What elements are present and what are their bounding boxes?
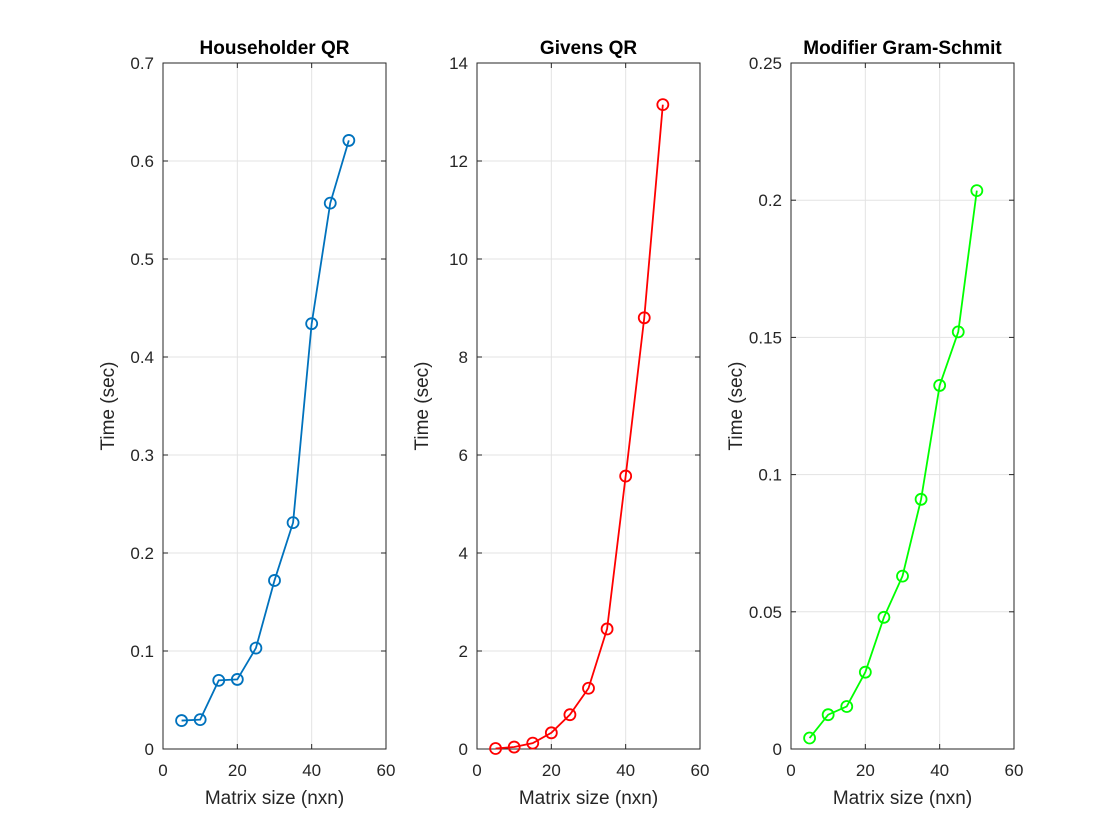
data-point — [637, 311, 651, 325]
y-tick-label: 0.2 — [758, 191, 782, 210]
y-tick-label: 0.05 — [749, 603, 782, 622]
data-point — [305, 317, 319, 331]
x-axis-label: Matrix size (nxn) — [205, 788, 344, 809]
chart-title: Householder QR — [200, 38, 350, 59]
x-axis-label: Matrix size (nxn) — [519, 788, 658, 809]
data-point — [858, 665, 872, 679]
data-point — [286, 516, 300, 530]
y-tick-label: 0 — [459, 740, 468, 759]
x-tick-label: 40 — [930, 761, 949, 780]
y-tick-label: 10 — [449, 250, 468, 269]
x-tick-label: 40 — [302, 761, 321, 780]
data-point — [970, 184, 984, 197]
data-point — [951, 325, 965, 339]
data-point — [489, 742, 502, 755]
data-point — [840, 700, 854, 713]
axes-frame — [162, 62, 387, 750]
y-tick-label: 0.5 — [130, 250, 154, 269]
data-point — [175, 714, 188, 727]
data-point — [933, 379, 947, 392]
data-point — [212, 674, 226, 687]
data-point — [600, 622, 614, 636]
chart-panel-1: 0 20 40 60 0 0.1 0.2 0.3 0.4 0.5 0.6 0.7 Householder… — [98, 38, 395, 809]
y-tick-label: 4 — [459, 544, 468, 563]
x-tick-label: 20 — [542, 761, 561, 780]
axes-frame — [476, 62, 701, 750]
data-point — [342, 134, 356, 147]
data-point — [544, 726, 558, 740]
x-tick-label: 0 — [158, 761, 167, 780]
chart-panel-3: 0 20 40 60 0 0.05 0.1 0.15 0.2 0.25 Modifier Gram-… — [726, 38, 1023, 809]
chart-title: Modifier Gram-Schmit — [803, 38, 1002, 59]
series-line — [181, 140, 350, 722]
data-point — [249, 641, 263, 655]
series-line — [808, 190, 978, 739]
y-tick-label: 0.7 — [130, 54, 154, 73]
x-tick-label: 0 — [786, 761, 795, 780]
y-tick-label: 6 — [459, 446, 468, 465]
data-point — [877, 610, 891, 624]
y-tick-label: 0.15 — [749, 328, 782, 347]
y-axis-label: Time (sec) — [412, 361, 433, 450]
x-tick-label: 20 — [856, 761, 875, 780]
x-tick-label: 0 — [472, 761, 481, 780]
data-point — [323, 196, 337, 210]
y-tick-label: 0.2 — [130, 544, 154, 563]
chart-panel-2: 0 20 40 60 0 2 4 6 8 10 12 14 Givens QR Matrix size (… — [412, 38, 709, 809]
data-point — [582, 681, 595, 695]
x-axis-label: Matrix size (nxn) — [833, 788, 972, 809]
y-tick-label: 0.25 — [749, 54, 782, 73]
x-tick-label: 60 — [691, 761, 710, 780]
y-tick-label: 0 — [773, 740, 782, 759]
data-point — [268, 574, 281, 587]
y-tick-label: 0 — [145, 740, 154, 759]
y-axis-label: Time (sec) — [726, 361, 747, 450]
x-tick-label: 60 — [1005, 761, 1024, 780]
axes-frame — [790, 62, 1015, 750]
y-tick-label: 14 — [449, 54, 468, 73]
data-point — [193, 713, 207, 726]
y-tick-label: 0.3 — [130, 446, 154, 465]
x-tick-label: 40 — [616, 761, 635, 780]
data-point — [896, 569, 909, 583]
data-point — [526, 736, 540, 750]
data-point — [507, 740, 521, 754]
series-line — [495, 104, 664, 750]
y-axis-label: Time (sec) — [98, 361, 119, 450]
data-point — [619, 469, 633, 483]
y-tick-label: 0.1 — [758, 466, 782, 485]
y-tick-label: 12 — [449, 152, 468, 171]
y-tick-label: 8 — [459, 348, 468, 367]
chart-title: Givens QR — [540, 38, 637, 59]
y-tick-label: 0.6 — [130, 152, 154, 171]
data-point — [821, 708, 835, 722]
data-point — [656, 98, 670, 112]
y-tick-label: 0.1 — [130, 642, 154, 661]
x-tick-label: 60 — [377, 761, 396, 780]
y-tick-label: 0.4 — [130, 348, 154, 367]
data-point — [230, 673, 244, 686]
data-point — [803, 731, 816, 745]
data-point — [914, 492, 928, 506]
y-tick-label: 2 — [459, 642, 468, 661]
x-tick-label: 20 — [228, 761, 247, 780]
data-point — [563, 708, 577, 722]
